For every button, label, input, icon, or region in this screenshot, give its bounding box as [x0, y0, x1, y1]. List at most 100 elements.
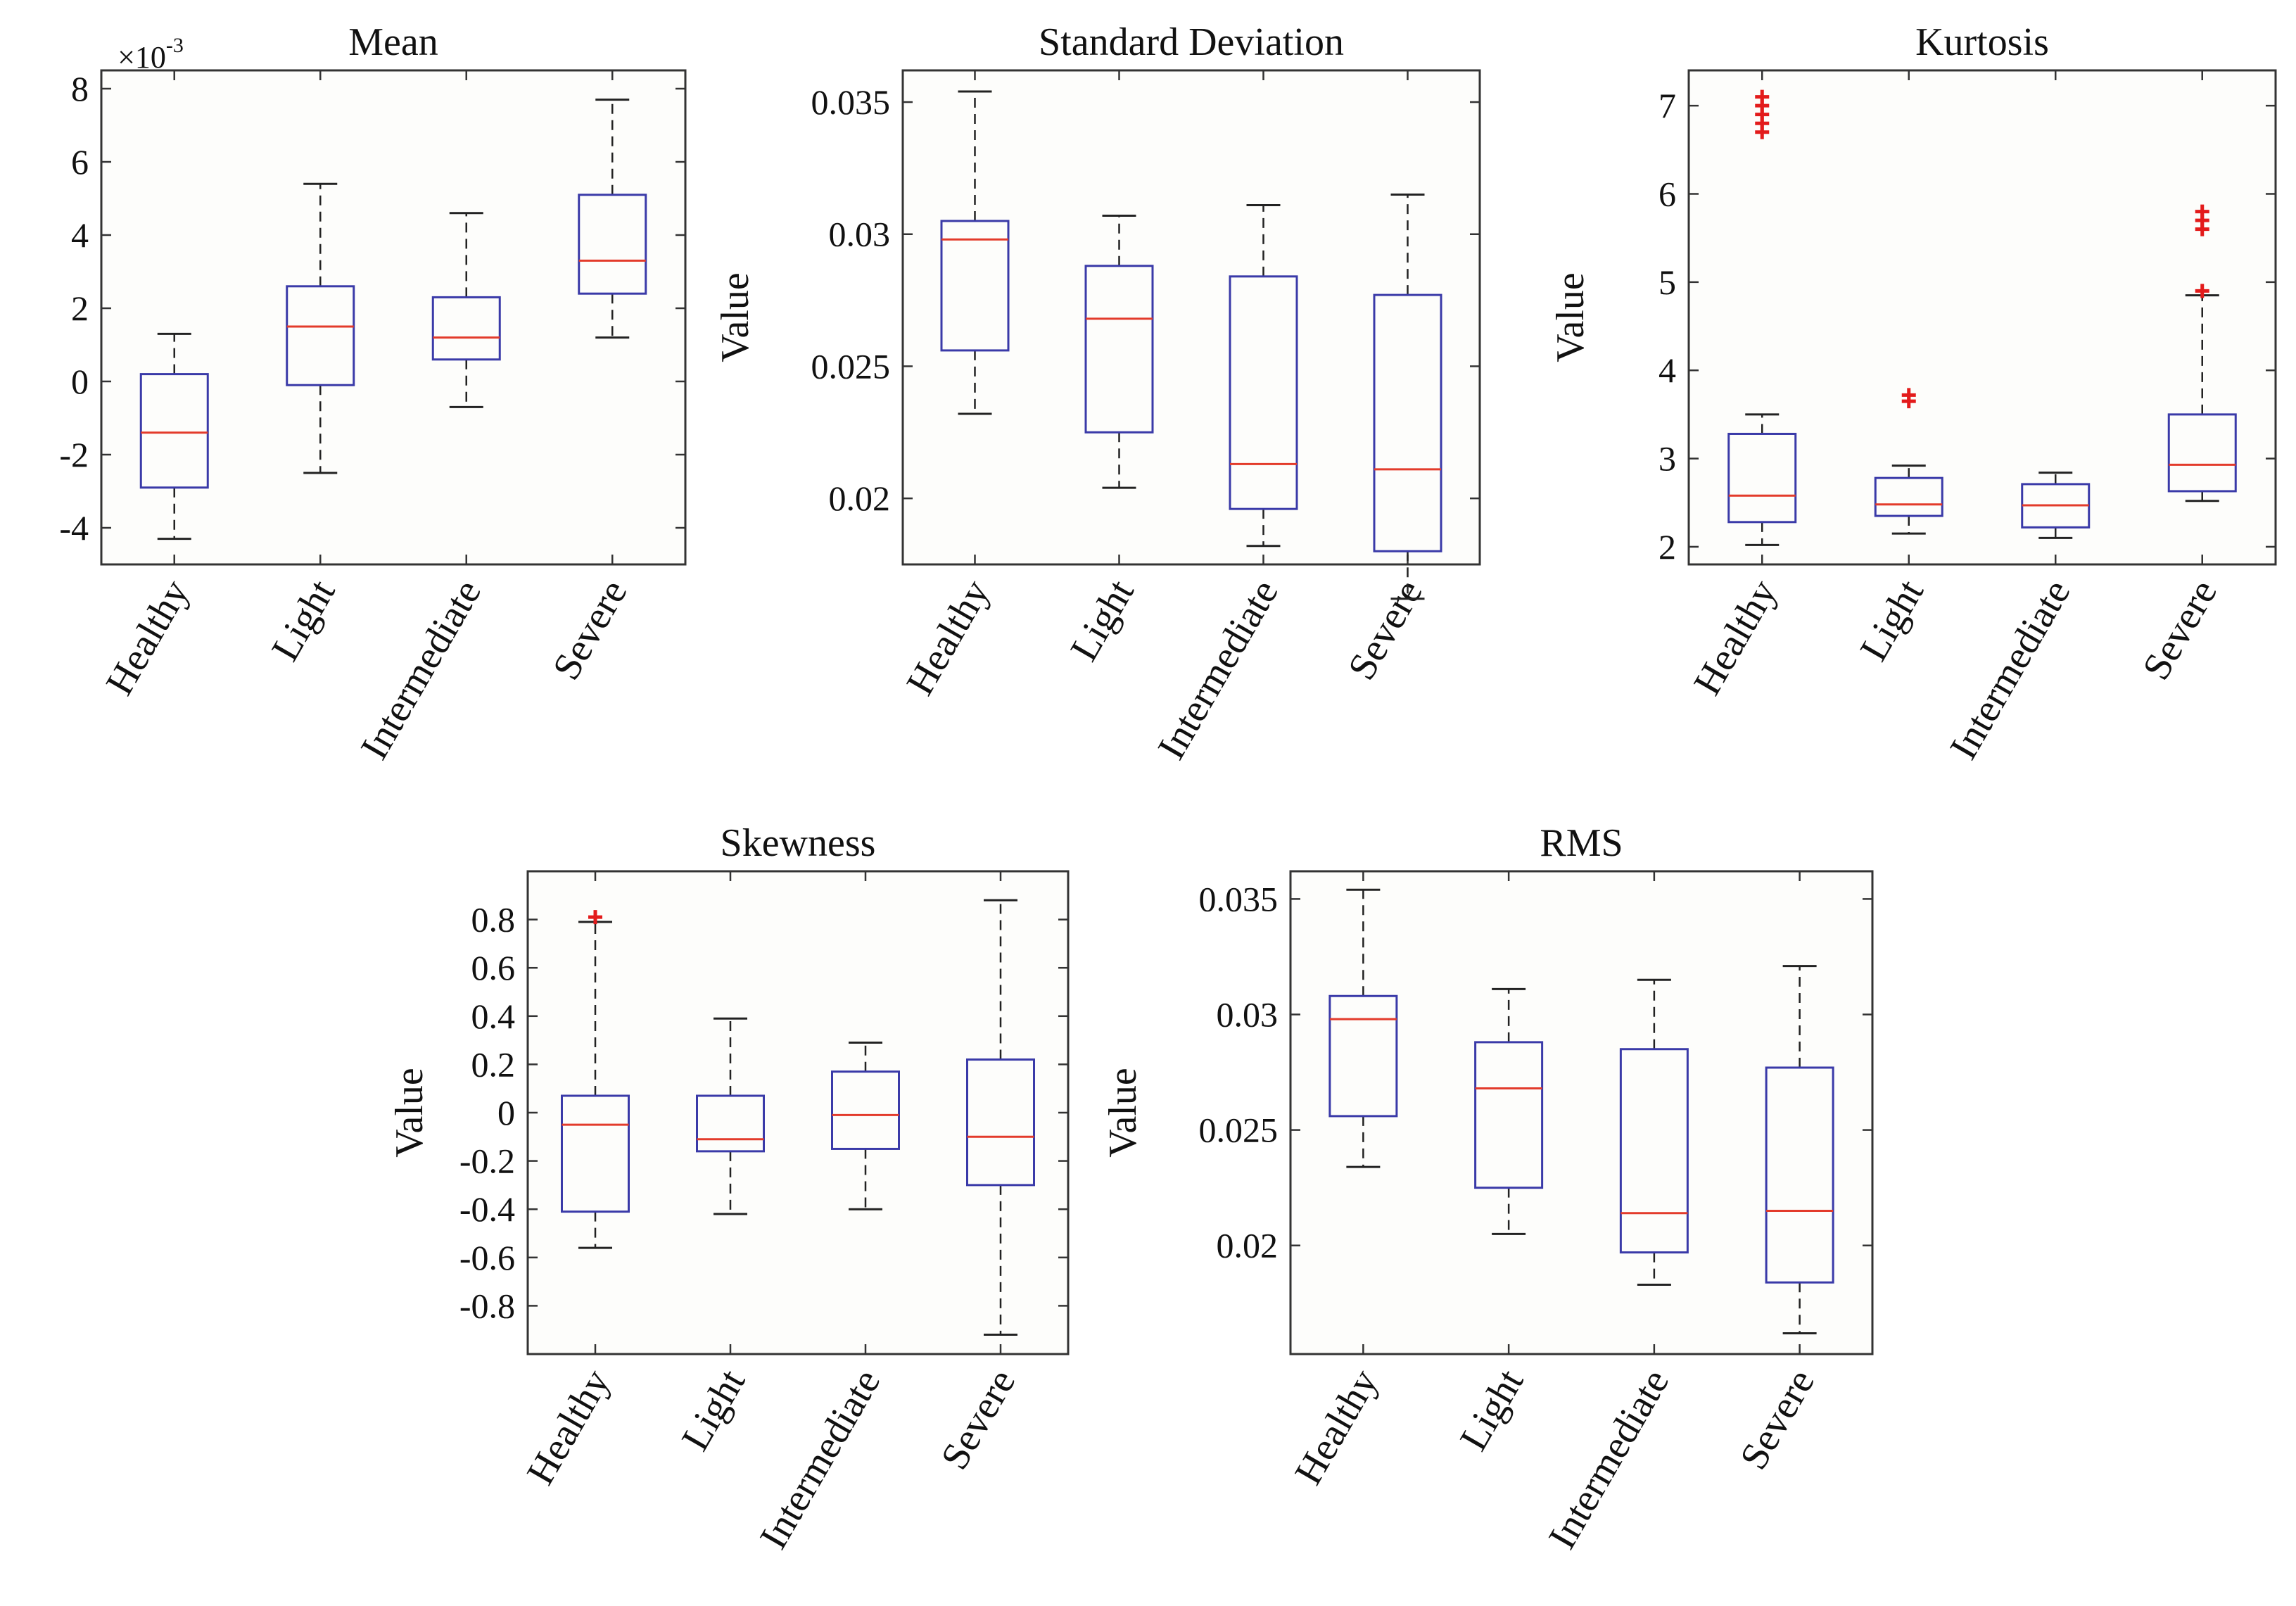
y-tick-label: 7 [1658, 86, 1676, 125]
chart-panel-skewness: Skewness Value -0.8 -0.6 -0.4 -0.2 0 0.2 0.4 0.6 0… [388, 821, 1070, 1557]
category-label: Light [1062, 572, 1143, 668]
box-healthy [139, 332, 209, 540]
y-axis-label: Value [388, 1068, 431, 1158]
y-tick-label: 0.02 [1217, 1226, 1279, 1265]
y-tick-label: 0.025 [1199, 1111, 1279, 1150]
y-tick-label: 3 [1658, 439, 1676, 479]
category-label: Severe [545, 573, 636, 688]
y-tick-label: -2 [59, 435, 89, 474]
y-tick-label: 6 [71, 142, 89, 182]
y-tick-label: 0.8 [471, 900, 516, 940]
y-tick-label: 4 [71, 215, 89, 255]
box-iqr [1328, 994, 1398, 1118]
y-tick-label: 0.035 [811, 82, 891, 122]
box-intermediate [831, 1042, 900, 1210]
chart-panel-kurtosis: Kurtosis Value 2 3 4 5 6 7 Healthy Light Intermedi… [1549, 20, 2277, 767]
y-tick-label: 5 [1658, 263, 1676, 302]
y-tick-label: 4 [1658, 350, 1676, 390]
box-severe [578, 99, 647, 339]
y-tick-label: 0 [497, 1093, 515, 1132]
y-tick-label: 0.2 [471, 1044, 516, 1084]
outlier-marker [2195, 204, 2209, 219]
box-iqr [1874, 476, 1943, 517]
y-tick-label: 0.6 [471, 948, 516, 987]
box-iqr [940, 220, 1010, 352]
box-iqr [2167, 413, 2237, 493]
category-label: Intermediate [751, 1362, 889, 1557]
box-intermediate [2021, 472, 2091, 539]
category-label: Healthy [98, 573, 198, 703]
y-tick-label: -0.2 [459, 1142, 515, 1181]
y-tick-label: 0.03 [829, 215, 891, 254]
outlier-marker [1901, 388, 1916, 403]
box-iqr [431, 296, 501, 361]
box-iqr [1084, 265, 1154, 434]
panel-title: Standard Deviation [1039, 20, 1344, 64]
y-tick-label: -0.6 [459, 1238, 515, 1277]
y-tick-label: 0.4 [471, 997, 516, 1036]
category-label: Light [673, 1362, 754, 1458]
outlier-marker [2195, 284, 2209, 298]
panel-title: Skewness [721, 821, 876, 865]
exponent-label: ×10-3 [118, 34, 184, 75]
category-label: Healthy [519, 1362, 619, 1493]
box-iqr [1373, 293, 1442, 552]
box-iqr [696, 1094, 765, 1153]
outlier-marker [588, 910, 602, 925]
box-iqr [578, 194, 647, 295]
category-label: Intermediate [1941, 573, 2079, 767]
y-tick-label: 2 [1658, 527, 1676, 567]
panel-title: RMS [1540, 821, 1623, 865]
box-healthy [940, 90, 1010, 415]
box-light [1474, 987, 1544, 1235]
box-intermediate [431, 212, 501, 408]
box-severe [966, 899, 1035, 1336]
plot-area [100, 69, 687, 566]
box-iqr [139, 373, 209, 489]
y-tick-label: 6 [1658, 175, 1676, 214]
outlier-marker [1755, 89, 1770, 104]
y-tick-label: 8 [71, 69, 89, 108]
exponent-base: ×10 [118, 40, 166, 75]
box-light [286, 182, 355, 474]
category-label: Severe [1340, 573, 1431, 688]
box-iqr [1765, 1066, 1834, 1284]
panel-title: Mean [348, 20, 438, 64]
y-axis-label: Value [713, 272, 757, 362]
box-iqr [1619, 1048, 1689, 1254]
box-healthy [1328, 888, 1398, 1168]
y-axis-label: Value [1101, 1068, 1145, 1158]
box-severe [1373, 193, 1442, 600]
box-severe [2167, 204, 2237, 502]
category-label: Intermediate [1150, 573, 1287, 767]
chart-panel-standard-deviation: Standard Deviation Value 0.02 0.025 0.03 0.03… [713, 20, 1481, 767]
category-label: Intermediate [1540, 1362, 1677, 1557]
box-intermediate [1619, 978, 1689, 1286]
box-light [1084, 214, 1154, 489]
box-iqr [1474, 1041, 1544, 1189]
box-intermediate [1229, 203, 1298, 548]
category-label: Light [1452, 1362, 1533, 1458]
box-iqr [966, 1058, 1035, 1187]
category-label: Severe [932, 1362, 1024, 1477]
box-iqr [831, 1070, 900, 1150]
y-tick-label: 0 [71, 362, 89, 401]
box-healthy [561, 910, 630, 1249]
box-iqr [1727, 432, 1797, 524]
box-iqr [286, 285, 355, 386]
y-tick-label: 2 [71, 289, 89, 328]
y-tick-label: 0.025 [811, 346, 891, 386]
y-tick-label: -0.4 [459, 1189, 515, 1229]
chart-panel-mean: Mean Value ×10-3 -4 -2 0 2 4 6 8 Healthy Light Inter… [0, 20, 687, 767]
y-axis-label: Value [1549, 272, 1592, 362]
category-label: Light [1852, 572, 1933, 668]
category-label: Healthy [1286, 1362, 1386, 1493]
exponent-power: -3 [166, 34, 184, 57]
category-label: Intermediate [353, 573, 490, 767]
y-tick-label: -4 [59, 508, 89, 548]
category-label: Severe [1732, 1362, 1823, 1477]
box-severe [1765, 965, 1834, 1334]
category-label: Light [263, 572, 344, 668]
box-light [696, 1017, 765, 1215]
